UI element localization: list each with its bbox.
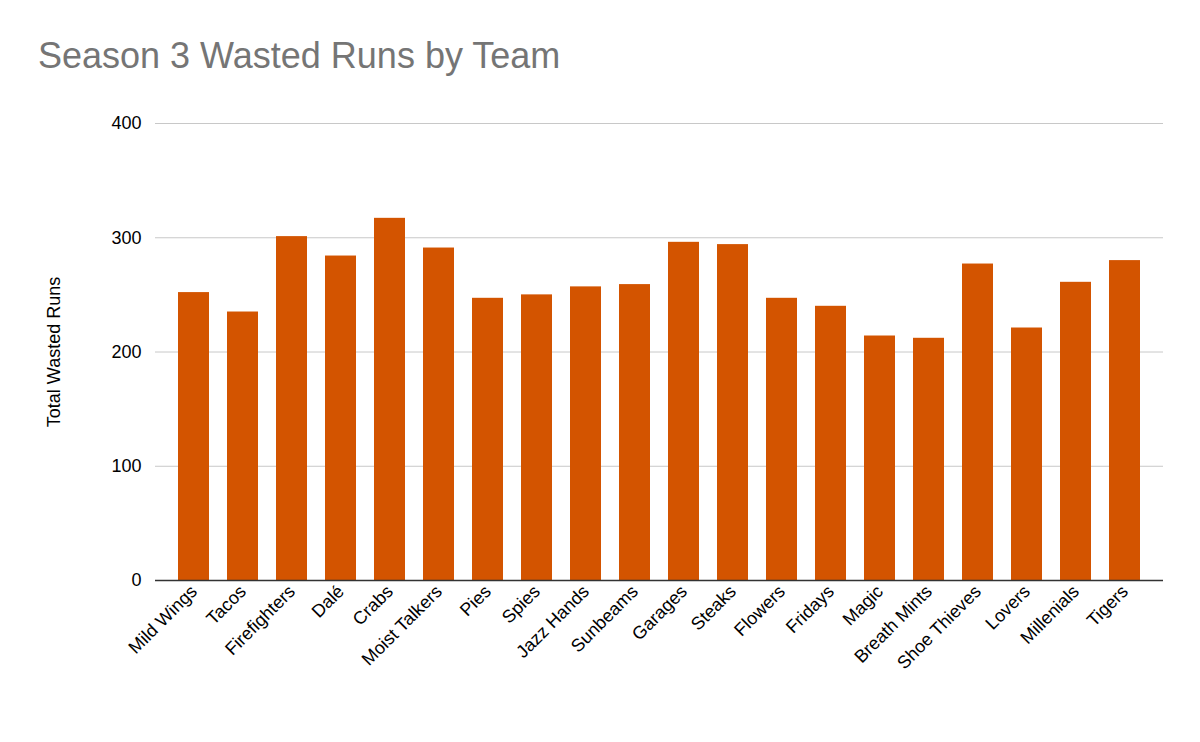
svg-text:Shoe Thieves: Shoe Thieves xyxy=(893,581,985,673)
svg-text:Fridays: Fridays xyxy=(782,581,838,637)
svg-text:Spies: Spies xyxy=(498,581,544,627)
svg-text:200: 200 xyxy=(111,342,141,362)
svg-text:Tacos: Tacos xyxy=(203,581,250,628)
svg-text:Tigers: Tigers xyxy=(1083,581,1132,630)
svg-text:0: 0 xyxy=(131,570,141,590)
svg-text:Crabs: Crabs xyxy=(348,581,397,630)
svg-text:Dalé: Dalé xyxy=(308,581,348,621)
svg-text:Lovers: Lovers xyxy=(981,581,1034,634)
svg-text:Sunbeams: Sunbeams xyxy=(567,581,642,656)
html-text:Season 3 Wasted Runs by Team: Season 3 Wasted Runs by Team xyxy=(38,35,561,76)
svg-text:Millenials: Millenials xyxy=(1016,581,1082,647)
svg-text:Firefighters: Firefighters xyxy=(221,581,299,659)
svg-text:400: 400 xyxy=(111,113,141,133)
svg-text:Flowers: Flowers xyxy=(730,581,789,640)
svg-text:Breath Mints: Breath Mints xyxy=(850,581,936,667)
svg-text:Steaks: Steaks xyxy=(686,581,740,635)
svg-text:100: 100 xyxy=(111,456,141,476)
svg-text:300: 300 xyxy=(111,228,141,248)
svg-text:Magic: Magic xyxy=(838,581,887,630)
svg-text:Moist Talkers: Moist Talkers xyxy=(358,581,446,669)
svg-text:Mild Wings: Mild Wings xyxy=(125,581,201,657)
svg-text:Jazz Hands: Jazz Hands xyxy=(512,581,593,662)
svg-text:Total Wasted Runs: Total Wasted Runs xyxy=(44,277,64,427)
svg-text:Garages: Garages xyxy=(628,581,691,644)
svg-text:Pies: Pies xyxy=(456,581,495,620)
